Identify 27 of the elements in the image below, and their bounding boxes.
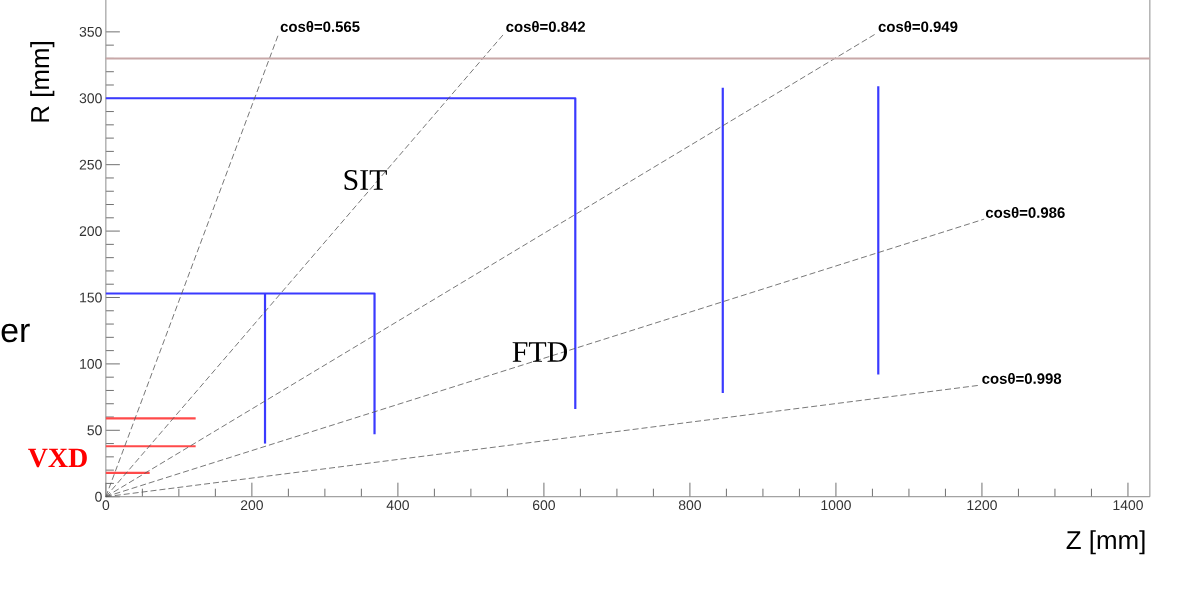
- x-tick-label: 800: [678, 500, 702, 511]
- x-tick-label: 0: [102, 500, 110, 511]
- x-tick-label: 600: [532, 500, 555, 511]
- x-tick-label: 1000: [821, 500, 851, 511]
- x-tick-label: 400: [386, 500, 409, 511]
- y-tick-label: 150: [80, 292, 102, 303]
- y-tick-label: 50: [87, 425, 102, 436]
- y-axis-title: R [mm]: [30, 42, 55, 122]
- x-tick-label: 1200: [967, 500, 997, 511]
- annotation: cosθ=0.842: [506, 21, 586, 32]
- x-tick-label: 200: [240, 500, 263, 511]
- text: VXD: [28, 448, 87, 468]
- text: er: [1, 323, 30, 343]
- annotation: cosθ=0.565: [280, 21, 360, 32]
- x-tick-label: 1400: [1113, 500, 1143, 511]
- y-tick-label: 0: [95, 491, 102, 502]
- x-axis-title: Z [mm]: [1066, 530, 1145, 555]
- annotation: SIT: [344, 169, 387, 191]
- y-tick-label: 100: [80, 358, 102, 369]
- annotation: FTD: [512, 342, 568, 362]
- annotation: cosθ=0.949: [878, 21, 958, 32]
- y-tick-label: 250: [79, 159, 102, 170]
- y-tick-label: 350: [79, 26, 102, 37]
- annotation: cosθ=0.998: [982, 372, 1062, 384]
- y-tick-label: 200: [79, 226, 102, 237]
- y-tick-label: 300: [79, 93, 102, 104]
- annotation: cosθ=0.986: [985, 206, 1065, 218]
